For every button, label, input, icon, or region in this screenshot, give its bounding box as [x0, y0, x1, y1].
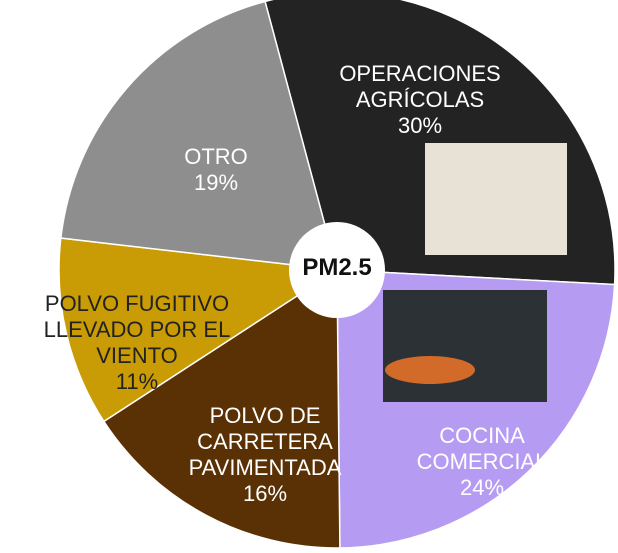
- pie-slice: [58, 237, 340, 423]
- category-label: OTRO: [184, 144, 248, 169]
- center-disc: [289, 222, 385, 318]
- value-label: 16%: [242, 481, 288, 506]
- category-label: POLVO DE CARRETERA PAVIMENTADA: [188, 403, 342, 480]
- value-label: 11%: [115, 369, 159, 394]
- slice-label: POLVO FUGITIVO LLEVADO POR EL VIENTO 11%: [44, 291, 231, 395]
- chart-title: PM2.5: [302, 254, 372, 281]
- category-label: OPERACIONES AGRÍCOLAS: [339, 61, 501, 112]
- slice-label: OTRO 19%: [184, 144, 248, 196]
- slice-label: COCINA COMERCIAL 24%: [417, 423, 548, 501]
- category-label: POLVO FUGITIVO LLEVADO POR EL VIENTO: [43, 291, 231, 368]
- category-label: COCINA COMERCIAL: [416, 423, 548, 474]
- value-label: 19%: [193, 170, 239, 195]
- value-label: 24%: [459, 475, 505, 500]
- pie-slice: [102, 268, 341, 549]
- photo-detail: [385, 356, 475, 384]
- photo: [383, 290, 547, 402]
- photo: [425, 143, 567, 255]
- pie-slice: [60, 0, 339, 271]
- slice-label: POLVO DE CARRETERA PAVIMENTADA 16%: [189, 403, 342, 507]
- slice-label: OPERACIONES AGRÍCOLAS 30%: [339, 61, 500, 139]
- value-label: 30%: [397, 113, 443, 138]
